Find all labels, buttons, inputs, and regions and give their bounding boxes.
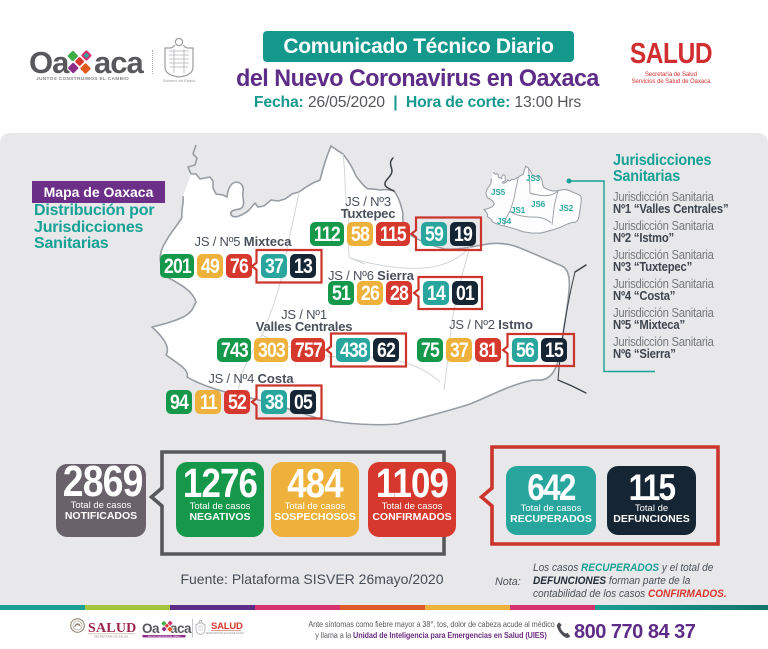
svg-text:JUNTOS CONSTRUIMOS EL CAMBIO: JUNTOS CONSTRUIMOS EL CAMBIO xyxy=(148,635,182,638)
svg-text:Oa: Oa xyxy=(142,621,160,636)
svg-text:SALUD: SALUD xyxy=(88,621,136,636)
svg-text:aca: aca xyxy=(94,45,144,80)
svg-text:SECRETARÍA DE SALUD: SECRETARÍA DE SALUD xyxy=(94,635,129,639)
svg-text:Gobierno del Estado: Gobierno del Estado xyxy=(163,79,196,83)
svg-text:aca: aca xyxy=(170,621,192,636)
svg-text:SERVICIOS DE SALUD DE OAXACA: SERVICIOS DE SALUD DE OAXACA xyxy=(206,632,244,635)
svg-text:Oa: Oa xyxy=(30,45,70,80)
svg-text:SALUD: SALUD xyxy=(211,621,243,632)
